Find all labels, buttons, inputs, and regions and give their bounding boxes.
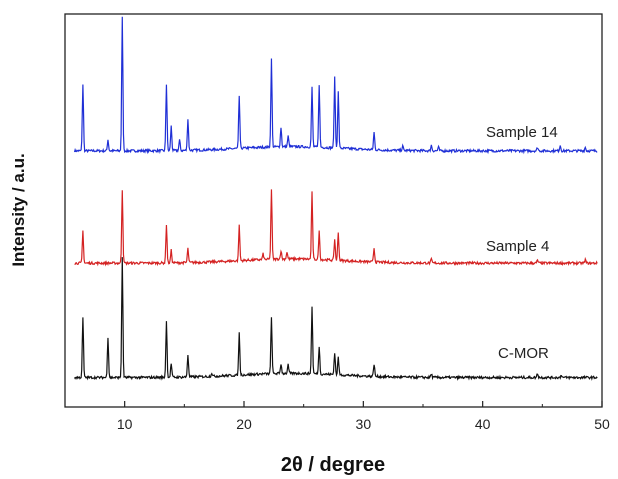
series-line-c-mor bbox=[74, 257, 598, 382]
series-group bbox=[73, 16, 598, 382]
series-label: Sample 14 bbox=[486, 124, 558, 141]
x-tick-label: 20 bbox=[236, 416, 252, 432]
series-label: C-MOR bbox=[498, 345, 549, 362]
series-label: Sample 4 bbox=[486, 238, 549, 255]
x-axis: 10 20 30 40 50 bbox=[64, 401, 610, 432]
y-axis-title: Intensity / a.u. bbox=[9, 153, 28, 266]
x-axis-title: 2θ / degree bbox=[281, 454, 385, 476]
series-labels: Sample 14 Sample 4 C-MOR bbox=[486, 124, 558, 362]
plot-area-frame bbox=[64, 13, 603, 408]
series-line-sample-14 bbox=[73, 16, 598, 155]
series-line-sample-4 bbox=[74, 189, 598, 267]
x-tick-label: 30 bbox=[356, 416, 372, 432]
x-tick-label: 10 bbox=[117, 416, 133, 432]
x-tick-label: 40 bbox=[475, 416, 491, 432]
x-tick-label: 50 bbox=[594, 416, 610, 432]
